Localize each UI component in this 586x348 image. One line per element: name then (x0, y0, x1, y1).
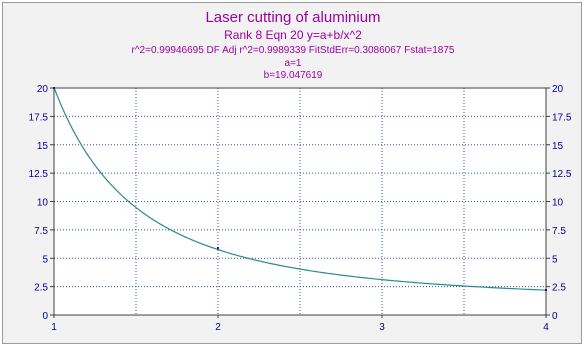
y-tick-label-left: 2.5 (34, 283, 48, 294)
y-tick-label-right: 2.5 (552, 283, 566, 294)
y-tick-label-left: 5 (42, 254, 48, 265)
y-tick-label-right: 17.5 (552, 112, 572, 123)
equation-rank-line: Rank 8 Eqn 20 y=a+b/x^2 (224, 28, 362, 42)
x-tick-label: 2 (215, 322, 221, 333)
y-tick-label-left: 15 (37, 141, 49, 152)
parameter-a: a=1 (284, 58, 302, 69)
y-tick-label-left: 17.5 (29, 112, 49, 123)
data-point (53, 87, 55, 89)
y-tick-label-left: 0 (42, 311, 48, 322)
y-tick-label-right: 20 (552, 84, 564, 95)
fit-curve-line (53, 87, 547, 291)
y-tick-label-right: 15 (552, 141, 564, 152)
parameter-b: b=19.047619 (263, 70, 323, 81)
x-tick-label: 3 (379, 322, 385, 333)
y-tick-label-left: 7.5 (34, 226, 48, 237)
y-tick-label-right: 0 (552, 311, 558, 322)
y-tick-label-right: 5 (552, 254, 558, 265)
y-tick-label-left: 10 (37, 198, 49, 209)
fit-statistics-line: r^2=0.99946695 DF Adj r^2=0.9989339 FitS… (131, 45, 455, 56)
x-tick-label: 1 (51, 322, 57, 333)
data-point (545, 289, 547, 292)
y-tick-label-right: 10 (552, 198, 564, 209)
y-tick-label-right: 12.5 (552, 169, 572, 180)
x-tick-label: 4 (543, 322, 549, 333)
data-point (217, 247, 219, 250)
y-tick-label-right: 7.5 (552, 226, 566, 237)
y-tick-label-left: 12.5 (29, 169, 49, 180)
chart-title: Laser cutting of aluminium (205, 9, 381, 26)
y-tick-label-left: 20 (37, 84, 49, 95)
